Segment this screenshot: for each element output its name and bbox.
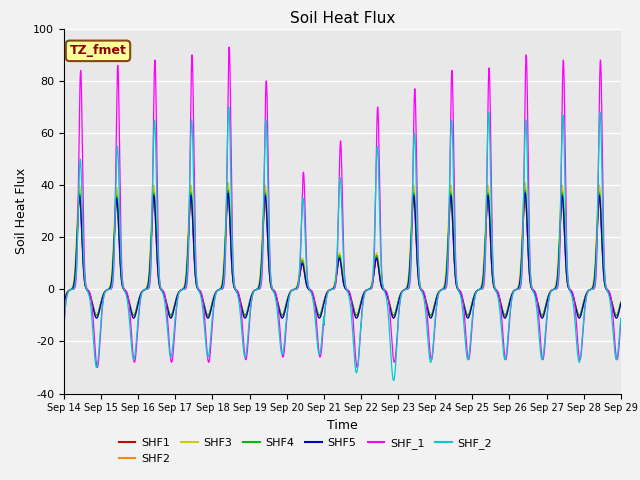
SHF3: [316, 312, 323, 318]
SHF2: [617, 300, 625, 306]
Line: SHF_2: SHF_2: [64, 107, 621, 381]
SHF1: [616, 301, 624, 307]
SHF2: [224, 185, 232, 191]
SHF_1: [436, 287, 444, 293]
SHF5: [316, 315, 323, 321]
SHF4: [499, 309, 507, 315]
SHF1: [224, 192, 232, 198]
SHF_1: [93, 365, 101, 371]
SHF_2: [60, 319, 68, 324]
SHF4: [617, 299, 625, 305]
SHF2: [316, 315, 323, 321]
SHF5: [322, 293, 330, 299]
SHF2: [322, 293, 330, 299]
SHF4: [616, 301, 624, 307]
SHF3: [617, 299, 625, 305]
SHF3: [499, 309, 507, 315]
SHF3: [60, 299, 68, 305]
SHF5: [468, 305, 476, 311]
SHF5: [617, 300, 625, 306]
SHF_1: [499, 332, 507, 338]
SHF_1: [322, 299, 330, 305]
SHF_2: [617, 315, 625, 321]
SHF_2: [436, 288, 444, 293]
SHF5: [436, 288, 444, 293]
Title: Soil Heat Flux: Soil Heat Flux: [290, 11, 395, 26]
SHF2: [468, 305, 476, 311]
SHF_2: [322, 301, 330, 307]
Text: TZ_fmet: TZ_fmet: [70, 44, 127, 57]
SHF_1: [161, 290, 168, 296]
SHF_2: [225, 104, 232, 110]
Legend: SHF1, SHF2, SHF3, SHF4, SHF5, SHF_1, SHF_2: SHF1, SHF2, SHF3, SHF4, SHF5, SHF_1, SHF…: [114, 434, 497, 468]
Line: SHF3: SHF3: [64, 182, 621, 315]
SHF2: [499, 311, 507, 317]
SHF3: [468, 303, 476, 309]
SHF_2: [390, 378, 397, 384]
SHF4: [160, 291, 168, 297]
SHF_1: [616, 326, 624, 332]
Line: SHF4: SHF4: [64, 191, 621, 315]
SHF2: [60, 300, 68, 306]
SHF5: [224, 190, 232, 196]
SHF_1: [468, 332, 476, 337]
SHF5: [499, 311, 507, 317]
Y-axis label: Soil Heat Flux: Soil Heat Flux: [15, 168, 28, 254]
SHF_2: [160, 295, 168, 301]
Line: SHF_1: SHF_1: [64, 47, 621, 368]
SHF_2: [616, 322, 624, 327]
SHF_2: [468, 326, 476, 332]
Line: SHF2: SHF2: [64, 188, 621, 318]
SHF5: [616, 303, 624, 309]
SHF4: [316, 312, 323, 318]
Line: SHF5: SHF5: [64, 193, 621, 318]
SHF_1: [617, 319, 625, 324]
SHF1: [322, 292, 330, 298]
SHF3: [616, 301, 624, 307]
SHF1: [160, 291, 168, 297]
SHF1: [316, 312, 323, 318]
SHF4: [60, 299, 68, 305]
SHF5: [160, 292, 168, 298]
SHF4: [436, 288, 444, 293]
SHF2: [616, 303, 624, 309]
SHF3: [436, 287, 444, 293]
Line: SHF1: SHF1: [64, 195, 621, 315]
SHF3: [224, 180, 232, 185]
SHF1: [60, 299, 68, 305]
SHF2: [160, 292, 168, 298]
SHF_2: [499, 345, 507, 351]
SHF4: [322, 292, 330, 298]
SHF4: [224, 188, 232, 193]
SHF1: [468, 303, 476, 309]
SHF1: [499, 309, 507, 315]
SHF_1: [225, 44, 233, 50]
SHF1: [617, 299, 625, 305]
SHF_1: [60, 322, 68, 328]
SHF4: [468, 303, 476, 309]
SHF1: [436, 288, 444, 293]
SHF5: [60, 300, 68, 306]
SHF2: [436, 288, 444, 293]
SHF3: [322, 292, 330, 298]
SHF3: [160, 291, 168, 297]
X-axis label: Time: Time: [327, 419, 358, 432]
